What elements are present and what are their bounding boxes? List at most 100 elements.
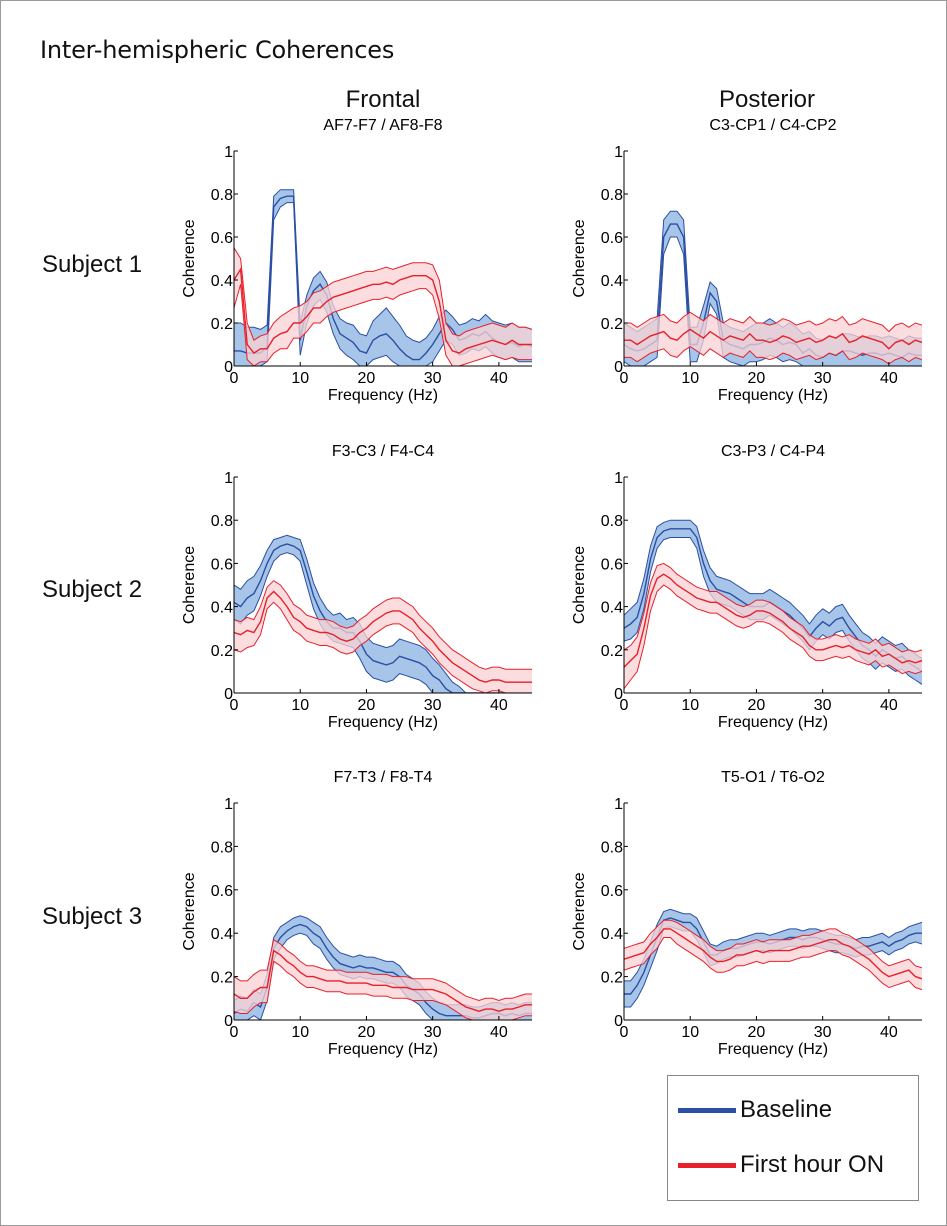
- series-line-first-hour-on: [624, 328, 922, 350]
- x-tick-label: 40: [880, 697, 898, 714]
- chart-title: C3-CP1 / C4-CP2: [709, 117, 836, 134]
- x-tick-label: 30: [814, 697, 832, 714]
- plot-area: [624, 908, 922, 1008]
- y-tick-label: 0.8: [211, 513, 233, 530]
- x-tick-label: 20: [748, 370, 766, 387]
- legend-label-first-hour-on: First hour ON: [740, 1151, 885, 1178]
- y-tick-label: 1: [614, 144, 623, 161]
- x-axis-label: Frequency (Hz): [328, 714, 438, 731]
- upper-bound-first-hour-on: [234, 938, 532, 1002]
- x-tick-label: 30: [814, 370, 832, 387]
- upper-bound-first-hour-on: [624, 919, 922, 969]
- legend-swatch-baseline: [678, 1107, 736, 1113]
- lower-bound-first-hour-on: [624, 937, 922, 991]
- y-tick-label: 0.4: [211, 926, 233, 943]
- band-baseline: [234, 535, 532, 693]
- series-line-first-hour-on: [234, 267, 532, 355]
- plot-area: [624, 519, 922, 690]
- y-tick-label: 0.6: [211, 556, 233, 573]
- x-tick-label: 20: [358, 697, 376, 714]
- x-tick-label: 20: [748, 1024, 766, 1041]
- chart-title: AF7-F7 / AF8-F8: [323, 117, 442, 134]
- y-tick-label: 0: [614, 1013, 623, 1030]
- x-axis-label: Frequency (Hz): [328, 1041, 438, 1058]
- plot-area: [234, 915, 532, 1020]
- x-tick-label: 0: [620, 1024, 629, 1041]
- row-label-subject-3: Subject 3: [42, 903, 143, 930]
- plot-area: [624, 210, 922, 366]
- band-first-hour-on: [624, 920, 922, 990]
- y-tick-label: 0.6: [601, 230, 623, 247]
- x-tick-label: 30: [424, 697, 442, 714]
- x-tick-label: 40: [490, 697, 508, 714]
- chart-title: T5-O1 / T6-O2: [721, 769, 825, 786]
- column-title-frontal: Frontal: [345, 86, 421, 113]
- y-tick-label: 0.4: [211, 600, 233, 617]
- figure-title: Inter-hemispheric Coherences: [40, 36, 395, 64]
- x-tick-label: 20: [358, 370, 376, 387]
- lower-bound-first-hour-on: [234, 601, 532, 693]
- x-tick-label: 30: [424, 370, 442, 387]
- y-tick-label: 0: [224, 686, 233, 703]
- x-axis-label: Frequency (Hz): [328, 387, 438, 404]
- y-tick-label: 0.8: [211, 839, 233, 856]
- y-tick-label: 1: [614, 470, 623, 487]
- x-tick-label: 10: [291, 370, 309, 387]
- y-tick-label: 0.8: [601, 839, 623, 856]
- band-baseline: [234, 915, 532, 1020]
- x-axis-label: Frequency (Hz): [718, 1041, 828, 1058]
- y-tick-label: 0.2: [601, 316, 623, 333]
- lower-bound-first-hour-on: [234, 960, 532, 1020]
- y-tick-label: 0.8: [601, 187, 623, 204]
- series-line-first-hour-on: [624, 573, 922, 668]
- band-first-hour-on: [234, 939, 532, 1020]
- y-tick-label: 1: [224, 470, 233, 487]
- x-tick-label: 0: [620, 370, 629, 387]
- upper-bound-first-hour-on: [234, 580, 532, 670]
- upper-bound-baseline: [624, 519, 922, 659]
- x-tick-label: 40: [880, 370, 898, 387]
- y-tick-label: 0.4: [601, 273, 623, 290]
- x-tick-label: 10: [291, 1024, 309, 1041]
- upper-bound-first-hour-on: [234, 247, 532, 341]
- y-tick-label: 0.2: [211, 970, 233, 987]
- band-baseline: [624, 520, 922, 685]
- y-tick-label: 1: [614, 796, 623, 813]
- legend-item-first-hour-on: First hour ON: [678, 1150, 884, 1180]
- legend-swatch-first-hour-on: [678, 1162, 736, 1168]
- legend: Baseline First hour ON: [667, 1075, 919, 1201]
- x-tick-label: 40: [490, 1024, 508, 1041]
- lower-bound-first-hour-on: [234, 284, 532, 366]
- plot-area: [234, 189, 532, 366]
- y-tick-label: 1: [224, 144, 233, 161]
- y-tick-label: 0: [614, 686, 623, 703]
- chart-title: F7-T3 / F8-T4: [334, 769, 433, 786]
- x-tick-label: 40: [880, 1024, 898, 1041]
- y-axis-label: Coherence: [181, 546, 198, 624]
- y-tick-label: 0.6: [211, 883, 233, 900]
- y-tick-label: 0.6: [601, 883, 623, 900]
- y-tick-label: 0.4: [601, 600, 623, 617]
- lower-bound-first-hour-on: [624, 346, 922, 365]
- plot-area: [234, 534, 532, 693]
- y-tick-label: 0.6: [211, 230, 233, 247]
- upper-bound-first-hour-on: [624, 311, 922, 333]
- y-tick-label: 0: [224, 1013, 233, 1030]
- y-axis-label: Coherence: [571, 546, 588, 624]
- x-tick-label: 30: [814, 1024, 832, 1041]
- y-tick-label: 0.8: [211, 187, 233, 204]
- band-first-hour-on: [624, 312, 922, 364]
- y-tick-label: 0.4: [601, 926, 623, 943]
- y-axis-label: Coherence: [181, 872, 198, 950]
- x-tick-label: 30: [424, 1024, 442, 1041]
- upper-bound-baseline: [234, 189, 532, 343]
- upper-bound-baseline: [624, 908, 922, 982]
- y-tick-label: 0.8: [601, 513, 623, 530]
- chart-title: C3-P3 / C4-P4: [721, 443, 825, 460]
- y-tick-label: 0.2: [601, 970, 623, 987]
